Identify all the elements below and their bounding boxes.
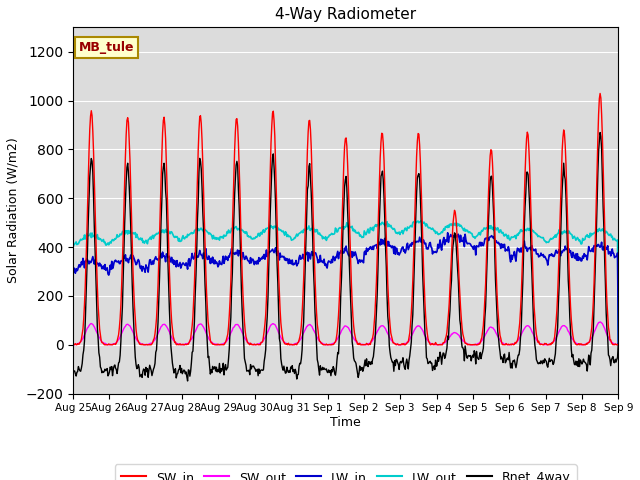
LW_out [79, 236, 87, 241]
Rnet_4way [614, 341, 622, 347]
SW_out [69, 342, 77, 348]
LW_out [135, 237, 143, 242]
LW_out [417, 218, 425, 224]
Title: 4-Way Radiometer: 4-Way Radiometer [275, 7, 416, 22]
LW_in [428, 245, 436, 251]
SW_in [429, 341, 436, 347]
SW_in [136, 341, 143, 347]
SW_in [69, 341, 77, 347]
Line: SW_in: SW_in [73, 94, 618, 345]
LW_out [614, 342, 622, 348]
SW_out [413, 324, 420, 330]
SW_out [220, 340, 228, 346]
Rnet_4way [184, 378, 191, 384]
LW_in [220, 253, 227, 259]
LW_in [79, 255, 87, 261]
Y-axis label: Solar Radiation (W/m2): Solar Radiation (W/m2) [7, 138, 20, 283]
LW_out [191, 228, 198, 234]
Rnet_4way [69, 367, 77, 373]
LW_out [69, 244, 77, 250]
Line: SW_out: SW_out [73, 322, 618, 345]
Line: LW_out: LW_out [73, 221, 618, 345]
Rnet_4way [79, 352, 87, 358]
SW_in [80, 316, 88, 322]
LW_in [444, 230, 452, 236]
SW_out [429, 342, 436, 348]
Text: MB_tule: MB_tule [79, 41, 134, 54]
Legend: SW_in, SW_out, LW_in, LW_out, Rnet_4way: SW_in, SW_out, LW_in, LW_out, Rnet_4way [115, 465, 577, 480]
LW_in [412, 240, 420, 245]
LW_in [191, 254, 198, 260]
Line: Rnet_4way: Rnet_4way [73, 132, 618, 381]
SW_in [220, 342, 228, 348]
LW_in [69, 266, 77, 272]
Rnet_4way [413, 190, 420, 196]
SW_out [596, 319, 604, 325]
LW_out [220, 235, 227, 241]
SW_out [614, 342, 622, 348]
LW_in [614, 340, 622, 346]
X-axis label: Time: Time [330, 416, 361, 429]
LW_out [429, 225, 436, 231]
SW_in [413, 154, 420, 159]
Rnet_4way [135, 364, 143, 370]
Rnet_4way [191, 292, 199, 298]
SW_in [614, 342, 622, 348]
Rnet_4way [596, 130, 604, 135]
LW_in [135, 258, 143, 264]
SW_out [136, 340, 143, 346]
LW_out [412, 220, 420, 226]
SW_in [70, 342, 77, 348]
SW_in [191, 256, 199, 262]
Line: LW_in: LW_in [73, 233, 618, 343]
Rnet_4way [429, 368, 436, 373]
Rnet_4way [220, 372, 228, 378]
SW_out [191, 329, 199, 335]
SW_in [596, 91, 604, 96]
SW_out [80, 334, 88, 339]
SW_out [70, 342, 77, 348]
